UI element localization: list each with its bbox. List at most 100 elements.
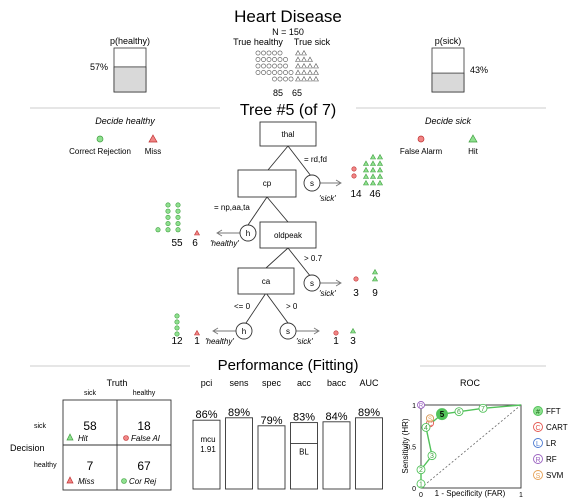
roc-legend-fft-label: FFT (546, 407, 561, 416)
arrow-head (212, 327, 219, 335)
roc-legend-svm-icon (533, 470, 543, 480)
edge-ca-to-healthy-exit (245, 292, 267, 324)
roc-fft-point-label: 3 (430, 453, 434, 460)
edge-oldpeak-to-ca (265, 247, 289, 269)
hit-icon (362, 160, 370, 166)
correct-rejection-icon (175, 214, 181, 220)
false-alarm-icon (351, 166, 357, 172)
sick-person-icon (313, 75, 319, 82)
stat-value-acc: 83% (293, 412, 315, 424)
roc-legend-letter: R (535, 457, 540, 464)
hit-icon (369, 166, 377, 173)
roc-model-point (426, 414, 434, 423)
roc-chance-line (420, 404, 522, 489)
node-oldpeak-label: oldpeak (274, 231, 303, 240)
count-thal-false-alarm: 14 (350, 189, 362, 200)
hit-icon (369, 160, 377, 166)
hit-icon (371, 275, 379, 282)
hit-icon (376, 153, 384, 160)
false-alarm-icon (123, 435, 129, 441)
hit-icon (66, 433, 74, 441)
healthy-person-icon (272, 57, 277, 62)
hit-icon (362, 173, 370, 179)
roc-model-letter: R (419, 404, 424, 410)
correct-rejection-icon (174, 313, 180, 319)
correct-rejection-icon (155, 227, 161, 233)
sick-person-icon (295, 56, 301, 62)
correct-rejection-icon (174, 325, 180, 331)
miss-icon (193, 329, 201, 336)
hit-icon (376, 179, 384, 186)
sick-person-icon (301, 49, 307, 56)
hit-legend-label: Hit (468, 147, 479, 156)
decision-label: Decision (10, 443, 45, 453)
branch-label-ca-healthy: <= 0 (234, 302, 251, 311)
correct-rejection-icon (165, 202, 171, 208)
node-ca-box (237, 267, 295, 295)
decide-sick-heading: Decide sick (425, 116, 472, 126)
arrow-head (335, 179, 342, 187)
hit-icon (369, 173, 377, 179)
roc-y-tick: 0 (412, 486, 416, 493)
sick-person-icon (295, 49, 301, 56)
true-sick-label: True sick (294, 37, 331, 47)
exit-node-sick-letter: s (286, 327, 290, 336)
p-healthy-label: p(healthy) (110, 36, 150, 46)
exit-node-healthy (239, 224, 257, 242)
healthy-person-icon (283, 63, 288, 69)
hit-icon (362, 166, 370, 173)
n-label: N = 150 (272, 27, 304, 37)
stat-header-sens: sens (229, 378, 249, 388)
sick-person-icon (307, 69, 313, 75)
correct-rejection-legend-icon (96, 135, 104, 143)
exit-label-sick: 'sick' (296, 337, 313, 346)
roc-plot: 00.5101CLRS1234567 (406, 401, 523, 499)
correct-rejection-icon (175, 202, 181, 208)
miss-legend-icon (148, 134, 158, 143)
healthy-person-icon (277, 70, 283, 75)
hit-icon (362, 179, 370, 186)
roc-y-tick: 0.5 (406, 445, 416, 452)
stat-header-acc: acc (297, 378, 312, 388)
stat-value-pci: 86% (195, 409, 217, 421)
correct-rejection-icon (165, 208, 171, 214)
stat-header-bacc: bacc (327, 378, 347, 388)
healthy-person-icon (277, 57, 283, 62)
roc-legend-letter: C (535, 425, 540, 432)
exit-label-sick: 'sick' (319, 289, 336, 298)
roc-legend-rf-label: RF (546, 455, 557, 464)
truth-sick-label: sick (84, 390, 97, 397)
roc-y-axis-label: Sensitivity (HR) (401, 418, 410, 473)
roc-x-tick: 0 (419, 492, 423, 499)
roc-title: ROC (460, 378, 481, 388)
healthy-person-icon (283, 70, 288, 75)
correct-rejection-count: 67 (137, 459, 151, 473)
performance-title: Performance (Fitting) (218, 357, 359, 374)
healthy-person-icon (272, 70, 277, 75)
true-healthy-icon-array (255, 50, 294, 82)
correct-rejection-icon (165, 214, 171, 220)
baseline-label: BL (299, 447, 309, 456)
sick-person-icon (313, 62, 319, 69)
hit-icon (376, 166, 384, 173)
healthy-person-icon (288, 70, 294, 75)
correct-rejection-icon (175, 227, 181, 233)
miss-icon (66, 476, 74, 484)
roc-legend-svm-label: SVM (546, 471, 564, 480)
healthy-person-icon (266, 70, 272, 75)
exit-icon-arrays (155, 153, 384, 337)
decision-sick-label: sick (34, 423, 47, 430)
p-healthy-bar-fill (113, 66, 147, 93)
decision-healthy-label: healthy (34, 462, 57, 469)
edge-oldpeak-to-sick-exit (287, 247, 312, 278)
correct-rejection-icon (175, 221, 181, 227)
roc-fft-point-label: 5 (440, 410, 445, 419)
healthy-person-icon (277, 63, 283, 69)
roc-fft-point-label: 1 (419, 481, 423, 488)
roc-fft-point-label: 7 (481, 406, 485, 413)
roc-x-tick: 1 (519, 492, 523, 499)
hit-count: 58 (83, 419, 97, 433)
decide-healthy-heading: Decide healthy (95, 116, 155, 126)
roc-legend-letter: L (536, 441, 540, 448)
healthy-person-icon (272, 50, 277, 56)
